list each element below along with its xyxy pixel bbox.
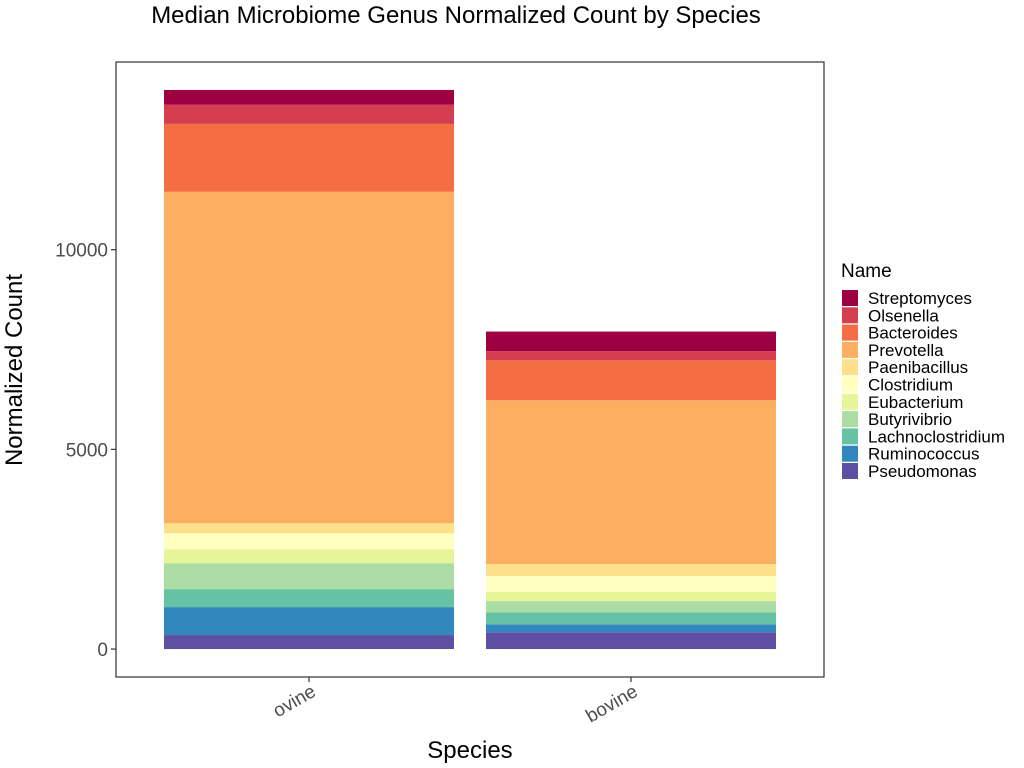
legend-swatch-prevotella [842,341,858,358]
bar-segment-bovine-ruminococcus [486,624,776,633]
legend-label-streptomyces: Streptomyces [868,289,972,308]
legend-title: Name [841,261,892,282]
legend-swatch-bacteroides [842,324,858,341]
bar-segment-bovine-lachnoclostridium [486,612,776,625]
legend-label-lachnoclostridium: Lachnoclostridium [868,427,1005,446]
x-axis: ovine bovine [270,677,642,727]
x-tick-label-bovine: bovine [583,681,642,727]
y-axis: 0 5000 10000 [55,241,116,661]
bar-segment-ovine-butyrivibrio [164,563,454,590]
bar-segment-bovine-prevotella [486,400,776,564]
legend-swatch-eubacterium [842,393,858,410]
bar-segment-ovine-paenibacillus [164,523,454,534]
chart-title: Median Microbiome Genus Normalized Count… [151,2,761,29]
legend-swatch-clostridium [842,376,858,393]
bar-segment-bovine-clostridium [486,575,776,592]
bar-segment-bovine-olsenella [486,351,776,361]
bar-segment-bovine-paenibacillus [486,563,776,576]
bar-segment-bovine-butyrivibrio [486,601,776,613]
legend-swatch-butyrivibrio [842,411,858,428]
legend-swatch-paenibacillus [842,359,858,376]
legend: Name StreptomycesOlsenellaBacteroidesPre… [841,261,1005,481]
bar-segment-ovine-eubacterium [164,549,454,564]
legend-label-pseudomonas: Pseudomonas [868,462,977,481]
legend-label-butyrivibrio: Butyrivibrio [868,410,952,429]
y-axis-title: Normalized Count [1,274,28,466]
legend-label-clostridium: Clostridium [868,376,953,395]
y-tick-label: 10000 [55,241,108,262]
legend-swatch-olsenella [842,307,858,324]
x-tick-label-ovine: ovine [270,681,320,722]
bar-segment-ovine-pseudomonas [164,635,454,650]
bar-segment-bovine-bacteroides [486,360,776,401]
legend-label-eubacterium: Eubacterium [868,393,963,412]
bar-segment-ovine-streptomyces [164,89,454,105]
bar-segment-bovine-pseudomonas [486,632,776,650]
x-axis-title: Species [427,737,512,764]
legend-swatch-streptomyces [842,290,858,306]
legend-swatch-lachnoclostridium [842,428,858,445]
legend-swatch-pseudomonas [842,463,858,479]
bar-segment-ovine-clostridium [164,533,454,550]
bar-segment-bovine-streptomyces [486,331,776,352]
legend-label-bacteroides: Bacteroides [868,324,958,343]
legend-label-olsenella: Olsenella [868,306,939,325]
y-tick-label: 5000 [66,440,108,461]
bar-segment-ovine-ruminococcus [164,607,454,636]
bar-segment-ovine-prevotella [164,191,454,524]
legend-label-prevotella: Prevotella [868,341,944,360]
y-tick-label: 0 [97,640,108,661]
bar-segment-ovine-lachnoclostridium [164,589,454,608]
bar-segment-ovine-bacteroides [164,123,454,192]
legend-swatch-ruminococcus [842,445,858,462]
legend-label-paenibacillus: Paenibacillus [868,358,968,377]
bar-segment-ovine-olsenella [164,104,454,124]
legend-label-ruminococcus: Ruminococcus [868,445,980,464]
plot-panel-border [115,61,825,678]
bar-segment-bovine-eubacterium [486,591,776,602]
bars-layer [164,89,776,650]
